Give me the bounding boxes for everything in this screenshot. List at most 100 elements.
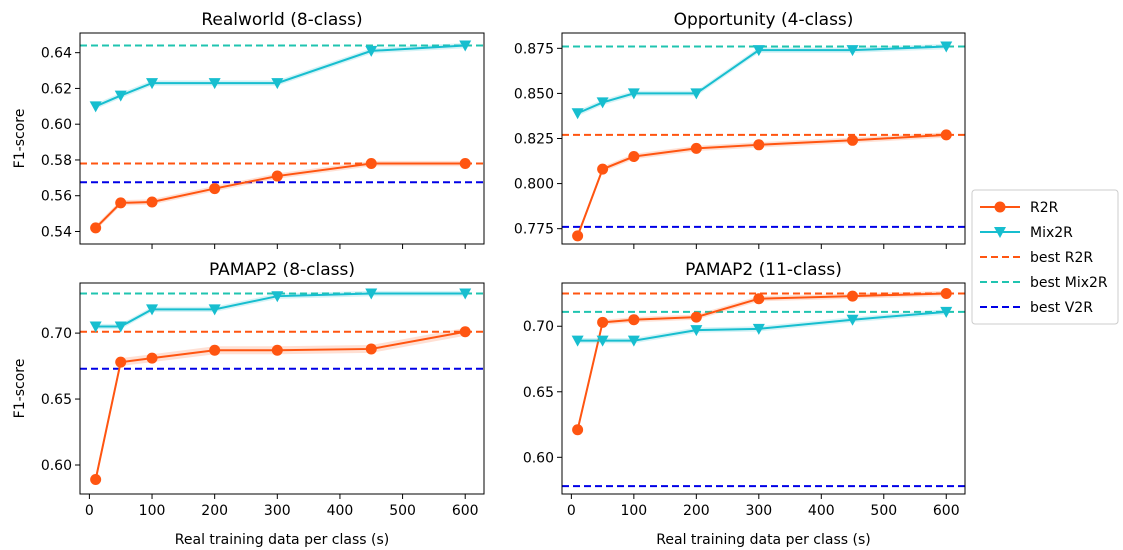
mix2r-point xyxy=(846,45,859,57)
r2r-point xyxy=(753,293,765,305)
r2r-point xyxy=(146,196,158,208)
mix2r-point xyxy=(114,321,127,333)
mix2r-point xyxy=(596,97,609,109)
mix2r-point xyxy=(596,335,609,347)
r2r-point xyxy=(628,314,640,326)
r2r-point xyxy=(572,230,584,242)
y-tick-label: 0.60 xyxy=(41,117,72,133)
mix2r-error-band xyxy=(577,43,947,116)
chart-panel-1: 0.54 0.56 0.58 0.60 0.62 0.64 Realworld (8-cla… xyxy=(12,10,485,249)
r2r-point xyxy=(690,142,702,154)
mix2r-point xyxy=(940,41,953,53)
r2r-point xyxy=(628,151,640,163)
panel-title: Opportunity (4-class) xyxy=(674,10,854,30)
r2r-error-band xyxy=(95,160,466,231)
r2r-point xyxy=(847,290,859,302)
y-tick-label: 0.775 xyxy=(514,222,554,238)
legend-label: Mix2R xyxy=(1030,225,1073,241)
x-tick-label: 100 xyxy=(139,503,166,519)
x-tick-label: 500 xyxy=(389,503,416,519)
panel-title: PAMAP2 (11-class) xyxy=(685,260,842,280)
y-tick-label: 0.65 xyxy=(41,392,72,408)
mix2r-point xyxy=(89,101,102,113)
legend-label: best R2R xyxy=(1030,250,1093,266)
mix2r-point xyxy=(146,78,159,90)
panel-title: Realworld (8-class) xyxy=(201,10,362,30)
mix2r-point xyxy=(208,304,221,316)
r2r-point xyxy=(271,344,283,356)
mix2r-point xyxy=(459,40,472,52)
mix2r-point xyxy=(627,88,640,100)
r2r-point xyxy=(90,473,102,485)
y-tick-label: 0.800 xyxy=(514,177,554,193)
legend-label: best Mix2R xyxy=(1030,275,1108,291)
r2r-point xyxy=(690,311,702,323)
r2r-point xyxy=(459,326,471,338)
x-tick-label: 200 xyxy=(201,503,228,519)
legend-marker xyxy=(994,201,1006,213)
y-tick-label: 0.70 xyxy=(41,326,72,342)
plot-frame xyxy=(561,32,966,245)
mix2r-point xyxy=(114,90,127,102)
mix2r-point xyxy=(752,45,765,57)
r2r-point xyxy=(940,287,952,299)
r2r-point xyxy=(572,424,584,436)
mix2r-point xyxy=(365,45,378,57)
mix2r-point xyxy=(752,323,765,335)
r2r-point xyxy=(209,183,221,195)
chart-panel-3: 0 100 200 300 400 500 600 0.60 0.65 0.70 PAMAP2 (8… xyxy=(12,260,485,548)
mix2r-point xyxy=(940,306,953,318)
mix2r-point xyxy=(271,78,284,90)
x-tick-label: 0 xyxy=(567,503,576,519)
legend-item-mix2r: Mix2R xyxy=(980,225,1073,241)
chart-panel-4: 0 100 200 300 400 500 600 0.60 0.65 0.70 PAMAP2 (1… xyxy=(523,260,966,548)
mix2r-error-band xyxy=(95,42,466,109)
x-tick-label: 600 xyxy=(933,503,960,519)
r2r-point xyxy=(459,158,471,170)
r2r-point xyxy=(271,170,283,182)
mix2r-point xyxy=(146,304,159,316)
r2r-point xyxy=(209,344,221,356)
y-tick-label: 0.56 xyxy=(41,189,72,205)
r2r-point xyxy=(146,352,158,364)
x-tick-label: 400 xyxy=(808,503,835,519)
mix2r-point xyxy=(690,88,703,100)
y-tick-label: 0.875 xyxy=(514,41,554,57)
r2r-point xyxy=(753,139,765,151)
x-tick-label: 300 xyxy=(745,503,772,519)
r2r-point xyxy=(90,222,102,234)
y-tick-label: 0.850 xyxy=(514,86,554,102)
legend-box xyxy=(971,189,1119,325)
y-tick-label: 0.65 xyxy=(523,385,554,401)
y-tick-label: 0.825 xyxy=(514,132,554,148)
legend-item-best-v2r: best V2R xyxy=(980,300,1093,316)
y-tick-label: 0.70 xyxy=(523,319,554,335)
legend-marker xyxy=(994,227,1006,238)
r2r-point xyxy=(597,316,609,328)
chart-panel-2: 0.775 0.800 0.825 0.850 0.875 Opportunity (4-… xyxy=(514,10,966,249)
x-tick-label: 300 xyxy=(264,503,291,519)
r2r-point xyxy=(365,158,377,170)
plot-frame xyxy=(79,282,485,495)
legend-item-best-r2r: best R2R xyxy=(980,250,1093,266)
x-tick-label: 200 xyxy=(683,503,710,519)
x-tick-label: 400 xyxy=(327,503,354,519)
y-axis-label: F1-score xyxy=(12,359,28,419)
y-tick-label: 0.60 xyxy=(41,458,72,474)
legend-item-best-mix2r: best Mix2R xyxy=(980,275,1108,291)
mix2r-point xyxy=(690,325,703,337)
legend: R2R Mix2R best R2R best Mix2R best V2R xyxy=(971,189,1119,325)
y-tick-label: 0.54 xyxy=(41,224,72,240)
legend-label: best V2R xyxy=(1030,300,1093,316)
mix2r-point xyxy=(271,291,284,303)
mix2r-point xyxy=(89,321,102,333)
mix2r-point xyxy=(846,314,859,326)
mix2r-point xyxy=(571,108,584,120)
mix2r-series-line xyxy=(95,44,466,108)
x-axis-label: Real training data per class (s) xyxy=(175,532,389,548)
x-tick-label: 100 xyxy=(620,503,647,519)
y-tick-label: 0.58 xyxy=(41,153,72,169)
y-tick-label: 0.64 xyxy=(41,46,72,62)
y-tick-label: 0.60 xyxy=(523,450,554,466)
